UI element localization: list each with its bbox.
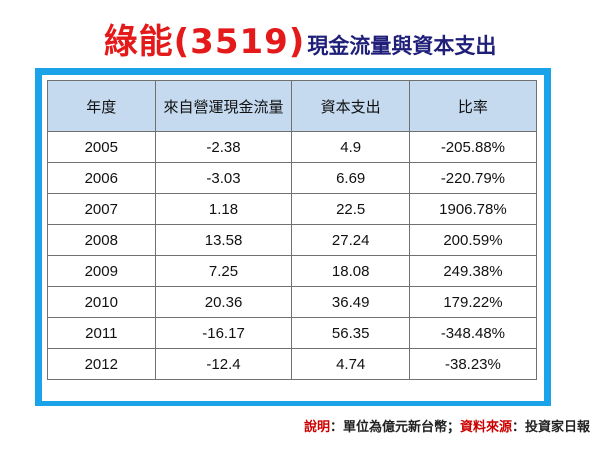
table-row: 2009 7.25 18.08 249.38% bbox=[47, 255, 538, 287]
cell-ratio: 1906.78% bbox=[408, 193, 538, 225]
cell-year: 2011 bbox=[47, 317, 156, 349]
cell-capex: 4.9 bbox=[291, 131, 410, 163]
cell-operating-cash-flow: -2.38 bbox=[154, 131, 293, 163]
cell-operating-cash-flow: -3.03 bbox=[154, 162, 293, 194]
table-frame: 年度 來自營運現金流量 資本支出 比率 2005 -2.38 4.9 -205.88%… bbox=[35, 68, 551, 406]
cell-ratio: -220.79% bbox=[408, 162, 538, 194]
cell-ratio: -348.48% bbox=[408, 317, 538, 349]
table-header-row: 年度 來自營運現金流量 資本支出 比率 bbox=[47, 80, 538, 132]
note-label: 說明 bbox=[303, 420, 330, 435]
table-row: 2010 20.36 36.49 179.22% bbox=[47, 286, 538, 318]
title-subtitle: 現金流量與資本支出 bbox=[307, 34, 497, 58]
table-row: 2006 -3.03 6.69 -220.79% bbox=[47, 162, 538, 194]
cell-year: 2009 bbox=[47, 255, 156, 287]
cell-operating-cash-flow: 13.58 bbox=[154, 224, 293, 256]
table-row: 2012 -12.4 4.74 -38.23% bbox=[47, 348, 538, 380]
footnote: 說明：單位為億元新台幣；資料來源：投資家日報 bbox=[304, 416, 590, 435]
table-row: 2007 1.18 22.5 1906.78% bbox=[47, 193, 538, 225]
table-row: 2005 -2.38 4.9 -205.88% bbox=[47, 131, 538, 163]
cell-capex: 6.69 bbox=[291, 162, 410, 194]
header-ratio: 比率 bbox=[408, 80, 538, 132]
table-frame-inner: 年度 來自營運現金流量 資本支出 比率 2005 -2.38 4.9 -205.88%… bbox=[42, 75, 544, 401]
source-text: ：投資家日報 bbox=[511, 420, 590, 435]
cell-capex: 18.08 bbox=[291, 255, 410, 287]
cell-capex: 36.49 bbox=[291, 286, 410, 318]
cell-ratio: 200.59% bbox=[408, 224, 538, 256]
data-table: 年度 來自營運現金流量 資本支出 比率 2005 -2.38 4.9 -205.88%… bbox=[47, 80, 538, 380]
table-row: 2008 13.58 27.24 200.59% bbox=[47, 224, 538, 256]
cell-year: 2012 bbox=[47, 348, 156, 380]
header-year: 年度 bbox=[47, 80, 156, 132]
cell-ratio: 249.38% bbox=[408, 255, 538, 287]
cell-operating-cash-flow: 1.18 bbox=[154, 193, 293, 225]
cell-year: 2008 bbox=[47, 224, 156, 256]
cell-capex: 22.5 bbox=[291, 193, 410, 225]
cell-year: 2005 bbox=[47, 131, 156, 163]
cell-ratio: -38.23% bbox=[408, 348, 538, 380]
note-text: ：單位為億元新台幣； bbox=[329, 420, 460, 435]
cell-ratio: 179.22% bbox=[408, 286, 538, 318]
page-title: 綠能(3519)現金流量與資本支出 bbox=[0, 14, 600, 63]
cell-operating-cash-flow: -12.4 bbox=[154, 348, 293, 380]
cell-capex: 27.24 bbox=[291, 224, 410, 256]
company-title: 綠能(3519) bbox=[103, 22, 306, 62]
table-row: 2011 -16.17 56.35 -348.48% bbox=[47, 317, 538, 349]
cell-operating-cash-flow: 20.36 bbox=[154, 286, 293, 318]
cell-operating-cash-flow: 7.25 bbox=[154, 255, 293, 287]
cell-operating-cash-flow: -16.17 bbox=[154, 317, 293, 349]
header-operating-cash-flow: 來自營運現金流量 bbox=[154, 80, 293, 132]
cell-year: 2007 bbox=[47, 193, 156, 225]
cell-year: 2010 bbox=[47, 286, 156, 318]
cell-year: 2006 bbox=[47, 162, 156, 194]
cell-capex: 4.74 bbox=[291, 348, 410, 380]
cell-ratio: -205.88% bbox=[408, 131, 538, 163]
source-label: 資料來源 bbox=[459, 420, 512, 435]
cell-capex: 56.35 bbox=[291, 317, 410, 349]
header-capex: 資本支出 bbox=[291, 80, 410, 132]
